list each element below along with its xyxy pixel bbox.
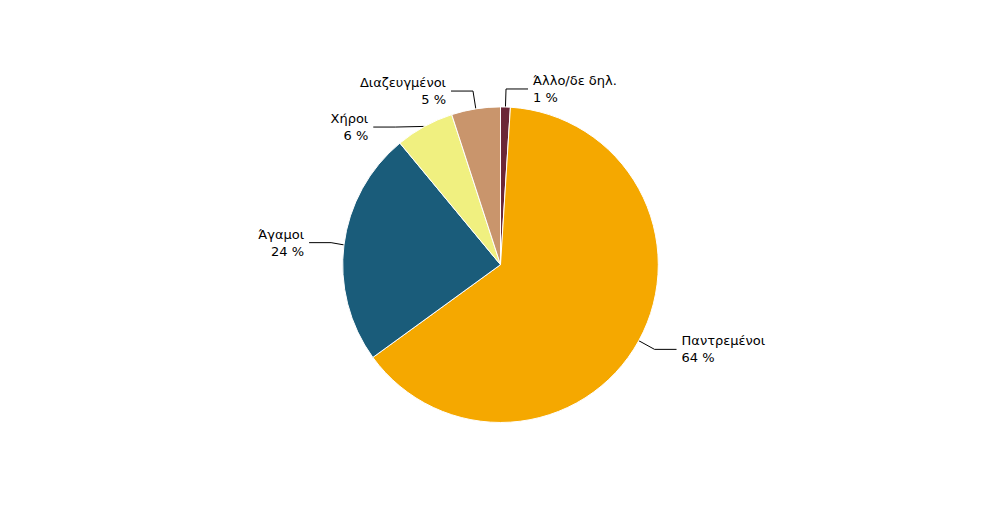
svg-text:5 %: 5 % <box>421 92 446 107</box>
svg-text:Παντρεμένοι: Παντρεμένοι <box>682 333 766 348</box>
svg-text:1 %: 1 % <box>533 90 558 105</box>
svg-text:Άγαμοι: Άγαμοι <box>258 227 304 242</box>
svg-text:6 %: 6 % <box>344 128 369 143</box>
svg-text:Άλλο/δε δηλ.: Άλλο/δε δηλ. <box>533 73 617 88</box>
svg-text:Χήροι: Χήροι <box>331 111 369 126</box>
svg-text:24 %: 24 % <box>271 244 304 259</box>
svg-text:Διαζευγμένοι: Διαζευγμένοι <box>360 75 446 90</box>
svg-text:64 %: 64 % <box>682 350 715 365</box>
